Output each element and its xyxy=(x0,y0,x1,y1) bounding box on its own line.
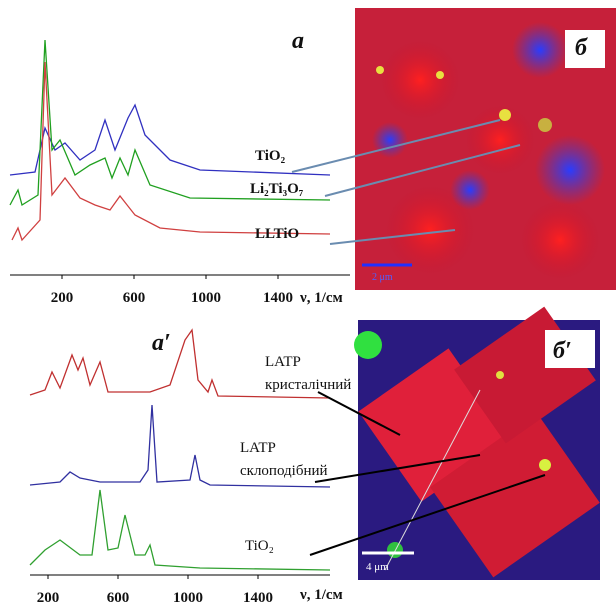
spectra-bottom xyxy=(29,328,331,576)
x-tick-label: 200 xyxy=(37,590,60,605)
x-axis-label: ν, 1/см xyxy=(299,290,343,306)
spectra-top xyxy=(9,39,350,276)
x-tick-label: 200 xyxy=(51,290,74,306)
curve-label: LATP склоподібний xyxy=(240,440,328,479)
x-tick-label: 1400 xyxy=(243,590,273,605)
image-label: б xyxy=(575,35,588,61)
x-tick-label: 600 xyxy=(107,590,130,605)
scale-bar-label: 2 μm xyxy=(372,272,393,283)
curve-label: LLTiO xyxy=(255,226,299,242)
scale-bar-label: 4 μm xyxy=(366,561,389,573)
image-top xyxy=(355,8,616,290)
panel-label: а′ xyxy=(152,330,171,356)
panel-label: а xyxy=(292,28,304,54)
curve-label: Li₂Ti₃O₇ xyxy=(250,181,304,197)
x-tick-label: 1400 xyxy=(263,290,293,306)
arrows xyxy=(291,119,546,556)
x-tick-label: 1000 xyxy=(173,590,203,605)
x-axis-label: ν, 1/см xyxy=(299,587,343,603)
curve-label: LATP кристалічний xyxy=(265,354,351,393)
x-tick-label: 600 xyxy=(123,290,146,306)
image-label: б′ xyxy=(553,338,572,364)
curve-label: TiO₂ xyxy=(245,538,274,554)
image-bottom xyxy=(354,306,600,580)
curve-label: TiO₂ xyxy=(255,148,286,164)
x-tick-label: 1000 xyxy=(191,290,221,306)
